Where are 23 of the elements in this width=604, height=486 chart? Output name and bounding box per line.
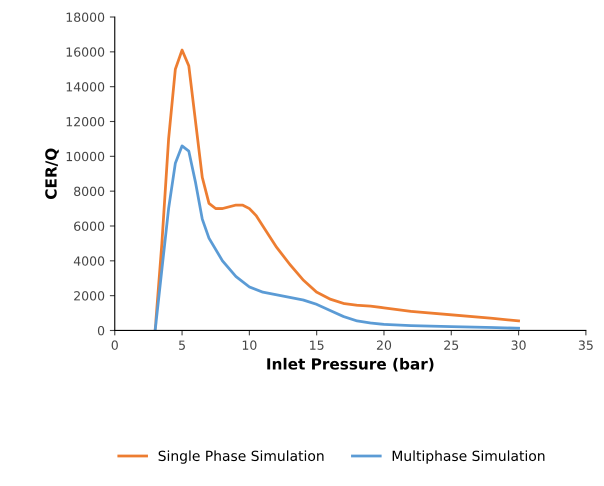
y-tick-label: 10000 <box>66 152 104 162</box>
y-axis-title: CER/Q <box>45 148 59 199</box>
y-tick-label: 16000 <box>66 47 104 57</box>
line-series <box>154 144 520 330</box>
x-tick-label: 25 <box>444 340 458 350</box>
x-tick-label: 0 <box>112 340 118 350</box>
x-tick-label: 20 <box>376 340 392 350</box>
y-tick-label: 6000 <box>74 221 104 231</box>
y-tick-label: 12000 <box>66 116 104 126</box>
y-tick-label: 2000 <box>74 291 104 301</box>
x-tick-label: 10 <box>242 340 256 350</box>
legend-label: Multiphase Simulation <box>392 450 544 464</box>
x-tick-label: 15 <box>310 340 324 350</box>
x-tick-label: 30 <box>512 340 526 350</box>
y-tick-label: 0 <box>98 326 104 336</box>
x-tick-label: 35 <box>578 340 593 350</box>
legend-label: Single Phase Simulation <box>158 450 324 464</box>
x-tick-label: 5 <box>179 340 185 350</box>
y-tick-label: 4000 <box>74 256 104 266</box>
y-tick-label: 18000 <box>66 12 104 22</box>
x-axis-title: Inlet Pressure (bar) <box>267 358 434 372</box>
y-tick-label: 8000 <box>74 186 104 196</box>
y-tick-label: 14000 <box>66 82 104 92</box>
